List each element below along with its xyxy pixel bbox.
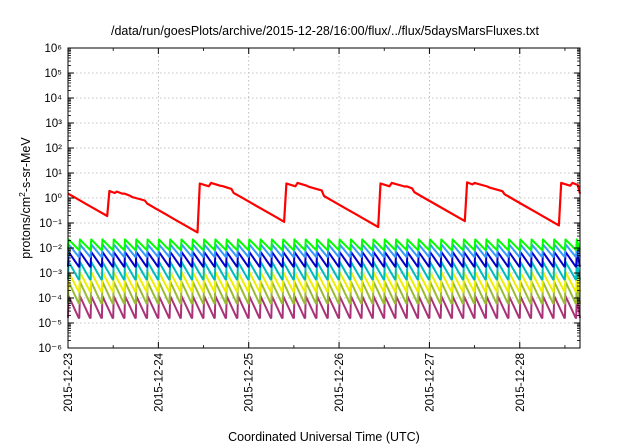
series-line-1 [67, 238, 581, 251]
y-tick-labels: 10⁻⁶ 10⁻⁵ 10⁻⁴ 10⁻³ 10⁻² 10⁻¹ 10⁰ 10¹ 10² 10³ 10⁴ 1… [38, 43, 62, 355]
x-tick-label: 2015-12-28 [515, 353, 527, 412]
y-tick-label: 10⁻³ [39, 268, 62, 280]
y-tick-label: 10¹ [45, 168, 62, 180]
x-tick-label: 2015-12-27 [424, 353, 436, 412]
x-tick-label: 2015-12-23 [63, 353, 75, 412]
y-axis-label: protons/cm2-s-sr-MeV [17, 137, 33, 259]
y-tick-label: 10⁻¹ [39, 218, 62, 230]
series-line-2 [67, 243, 581, 258]
series-line-5 [67, 271, 581, 293]
y-tick-label: 10⁻⁵ [38, 318, 62, 330]
y-axis-label-sup: 2 [17, 192, 27, 197]
x-tick-label: 2015-12-24 [153, 352, 165, 411]
y-tick-label: 10² [45, 143, 62, 155]
x-axis-label: Coordinated Universal Time (UTC) [228, 430, 420, 444]
y-axis-label-main: protons/cm [19, 197, 33, 259]
grid-lines [68, 48, 580, 348]
y-axis-label-rest: -s-sr-MeV [19, 137, 33, 193]
plot-frame [67, 47, 581, 349]
y-tick-label: 10⁶ [44, 43, 62, 55]
y-tick-label: 10⁻² [39, 243, 62, 255]
x-tick-label: 2015-12-26 [334, 353, 346, 412]
y-tick-label: 10⁰ [45, 193, 63, 205]
y-tick-label: 10⁴ [44, 93, 62, 105]
series-line-red [67, 181, 582, 234]
series-line-4 [67, 260, 581, 281]
series-line-3 [67, 250, 581, 268]
y-tick-label: 10⁵ [44, 68, 62, 80]
series-line-6 [67, 280, 581, 305]
series-group [67, 181, 582, 319]
y-tick-label: 10⁻⁴ [38, 293, 62, 305]
chart-title: /data/run/goesPlots/archive/2015-12-28/1… [111, 24, 540, 38]
y-tick-label: 10⁻⁶ [38, 343, 62, 355]
x-tick-label: 2015-12-25 [244, 353, 256, 412]
x-tick-labels: 2015-12-23 2015-12-24 2015-12-25 2015-12-26… [63, 352, 527, 411]
series-line-7 [67, 295, 581, 319]
y-tick-label: 10³ [45, 118, 62, 130]
